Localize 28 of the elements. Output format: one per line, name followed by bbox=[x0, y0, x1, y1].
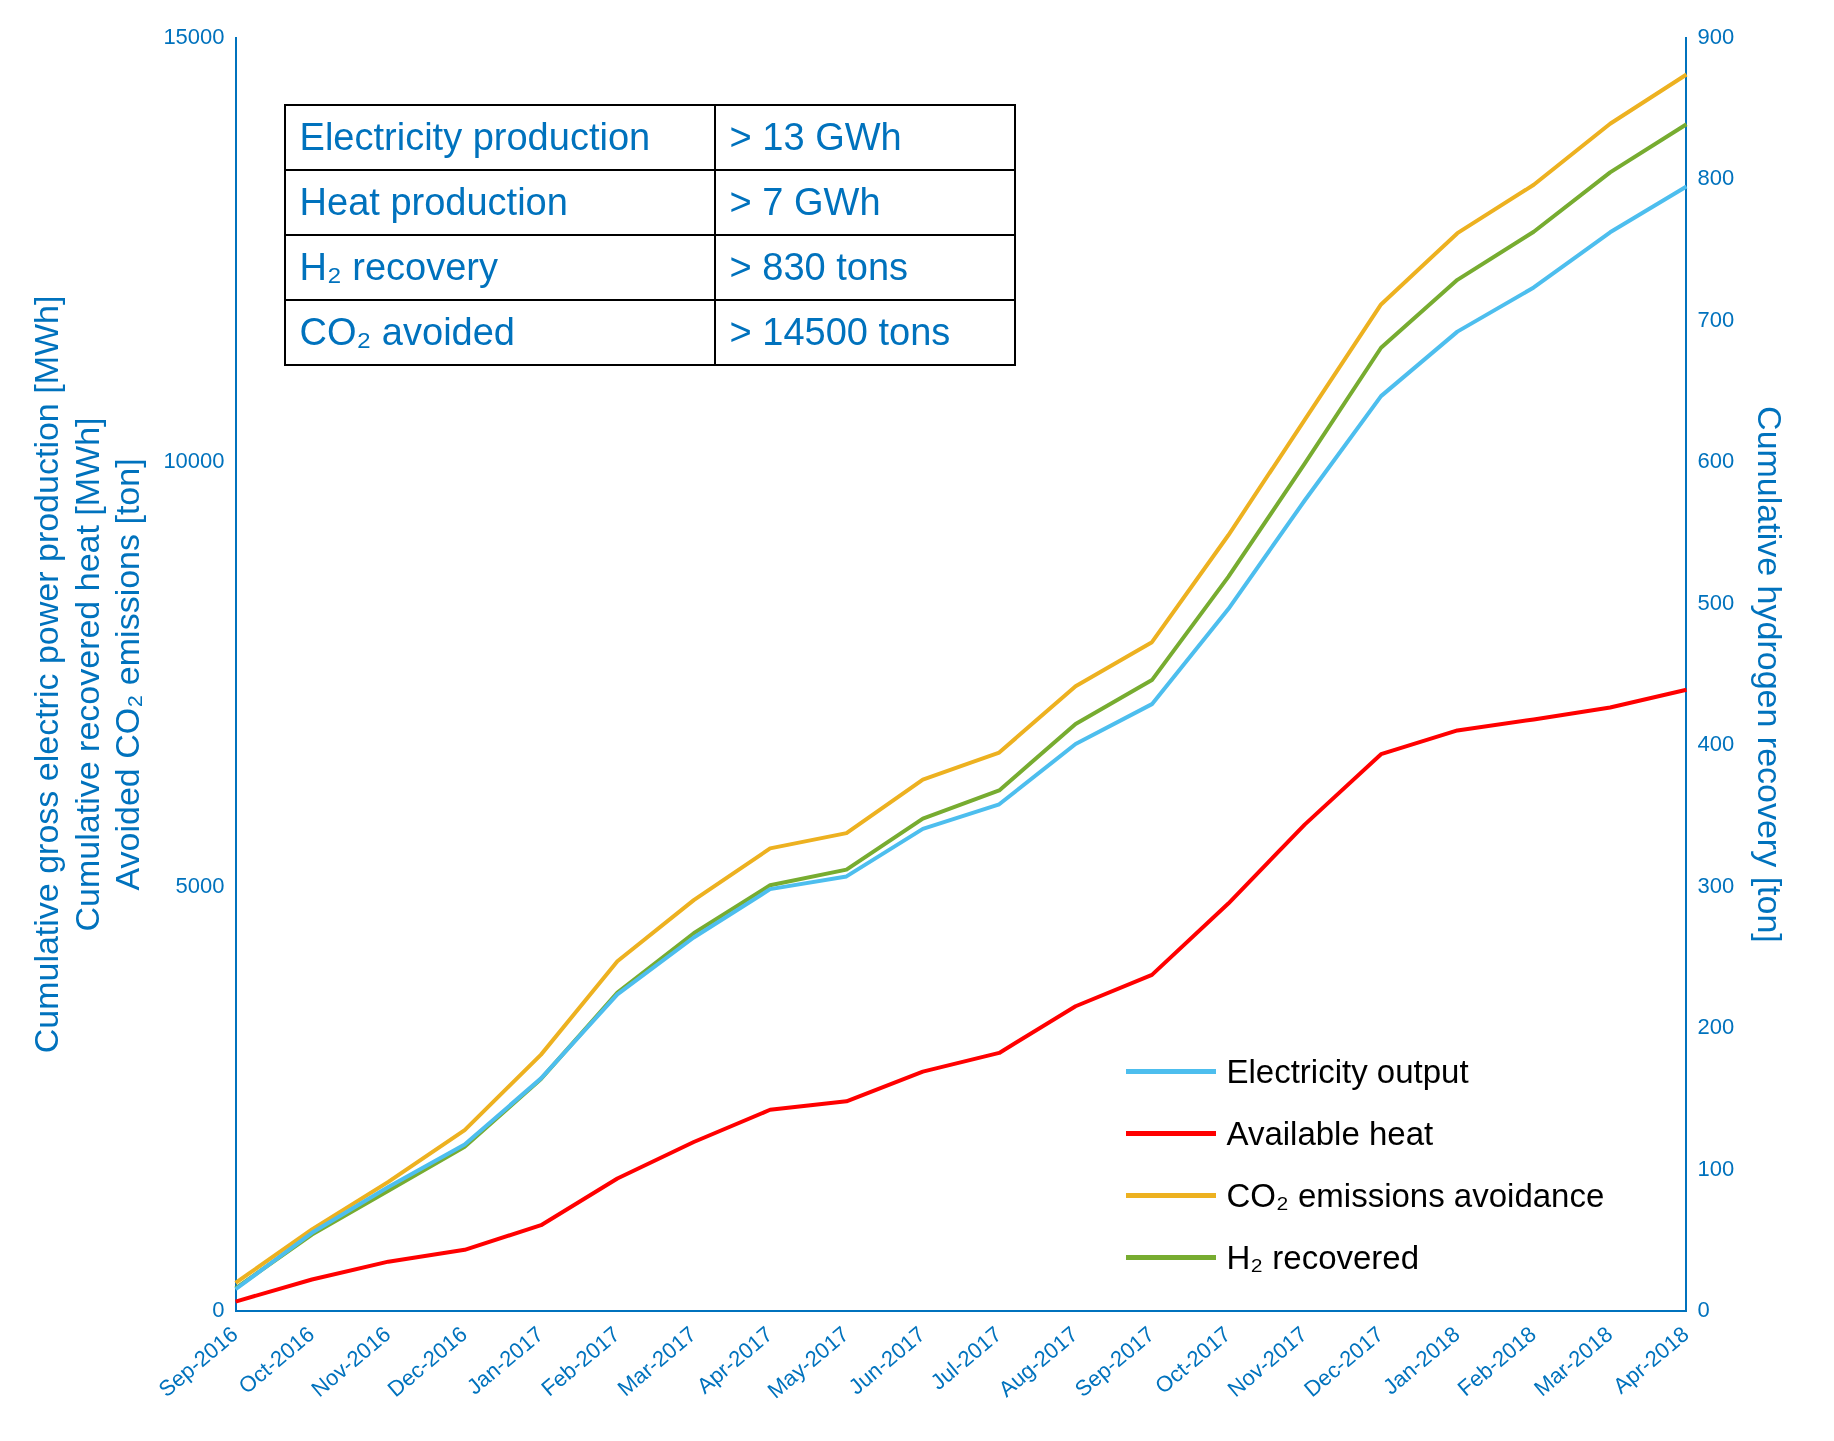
y2-tick-label: 700 bbox=[1697, 306, 1735, 332]
y2-tick-label: 600 bbox=[1697, 448, 1735, 474]
y2-tick-label: 300 bbox=[1697, 872, 1735, 898]
annotation: CO₂ avoided bbox=[284, 300, 715, 365]
y-tick-label: 5000 bbox=[175, 872, 225, 898]
y-tick-label: 15000 bbox=[163, 24, 225, 50]
legend-label: Electricity output bbox=[1226, 1052, 1469, 1091]
y-axis-title: Cumulative gross electric power production [MWh] Cumulative recovered heat [MWh] Avoided CO₂ emissions [ton] bbox=[26, 295, 147, 1054]
y2-tick-label: 200 bbox=[1697, 1014, 1735, 1040]
y2-tick-label: 0 bbox=[1697, 1296, 1710, 1322]
legend-label: H₂ recovered bbox=[1226, 1238, 1420, 1277]
y-tick-label: 0 bbox=[212, 1296, 225, 1322]
y2-tick-label: 900 bbox=[1697, 24, 1735, 50]
y2-tick-label: 800 bbox=[1697, 165, 1735, 191]
annotation: Electricity production bbox=[284, 105, 715, 170]
legend-label: Available heat bbox=[1226, 1114, 1434, 1153]
y2-tick-label: 500 bbox=[1697, 589, 1735, 615]
annotation: > 830 tons bbox=[714, 235, 1015, 300]
annotation: Heat production bbox=[284, 170, 715, 235]
annotation: > 14500 tons bbox=[714, 300, 1015, 365]
annotation: > 13 GWh bbox=[714, 105, 1015, 170]
y2-axis-title: Cumulative hydrogen recovery [ton] bbox=[1751, 406, 1790, 943]
y-tick-label: 10000 bbox=[163, 448, 225, 474]
annotation: H₂ recovery bbox=[284, 235, 715, 300]
y2-tick-label: 100 bbox=[1697, 1155, 1735, 1181]
legend-label: CO₂ emissions avoidance bbox=[1226, 1176, 1605, 1215]
annotation: > 7 GWh bbox=[714, 170, 1015, 235]
y2-tick-label: 400 bbox=[1697, 731, 1735, 757]
